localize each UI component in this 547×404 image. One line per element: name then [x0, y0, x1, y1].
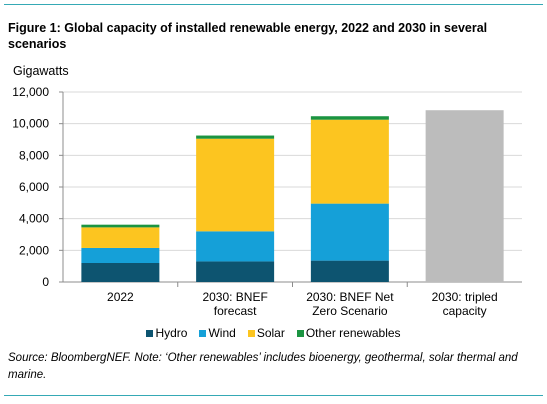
- chart-legend: Hydro Wind Solar Other renewables: [0, 324, 547, 342]
- figure-title: Figure 1: Global capacity of installed r…: [8, 21, 488, 51]
- x-tick-label: 2022: [107, 290, 134, 304]
- legend-label: Wind: [208, 326, 236, 340]
- bar-solar: [81, 227, 160, 248]
- bar-other-renewables: [81, 224, 160, 228]
- x-tick-label: capacity: [443, 304, 487, 318]
- legend-label: Other renewables: [305, 326, 401, 340]
- y-tick-label: 12,000: [12, 85, 49, 99]
- bar-other-renewables: [310, 116, 389, 120]
- x-tick-label: 2030: BNEF: [202, 290, 267, 304]
- legend-item-other-renewables: Other renewables: [296, 326, 401, 340]
- bar-total: [425, 110, 504, 282]
- bottom-rule: [4, 395, 543, 396]
- top-rule: [4, 4, 543, 5]
- legend-item-hydro: Hydro: [146, 326, 187, 340]
- bar-hydro: [310, 260, 389, 282]
- x-tick-label: 2030: BNEF Net: [306, 290, 394, 304]
- bar-hydro: [196, 261, 275, 282]
- x-tick-label: forecast: [214, 304, 257, 318]
- y-tick-label: 6,000: [19, 180, 49, 194]
- source-note: Source: BloombergNEF. Note: ‘Other renew…: [8, 352, 518, 381]
- bar-wind: [196, 231, 275, 262]
- y-tick-label: 10,000: [12, 117, 49, 131]
- legend-label: Solar: [256, 326, 285, 340]
- y-tick-label: 8,000: [19, 148, 49, 162]
- legend-swatch: [146, 329, 154, 337]
- bar-wind: [310, 203, 389, 261]
- bar-solar: [310, 119, 389, 204]
- legend-swatch: [247, 329, 255, 337]
- y-axis-label: Gigawatts: [13, 64, 69, 78]
- legend-item-wind: Wind: [199, 326, 236, 340]
- bar-other-renewables: [196, 135, 275, 139]
- legend-label: Hydro: [155, 326, 188, 340]
- legend-swatch: [199, 329, 207, 337]
- bar-wind: [81, 247, 160, 263]
- x-tick-label: Zero Scenario: [312, 304, 388, 318]
- bar-solar: [196, 138, 275, 232]
- y-tick-label: 2,000: [19, 243, 49, 257]
- bar-hydro: [81, 263, 160, 282]
- y-tick-label: 0: [42, 275, 49, 289]
- legend-item-solar: Solar: [247, 326, 285, 340]
- x-tick-label: 2030: tripled: [432, 290, 498, 304]
- y-tick-label: 4,000: [19, 212, 49, 226]
- legend-swatch: [296, 329, 304, 337]
